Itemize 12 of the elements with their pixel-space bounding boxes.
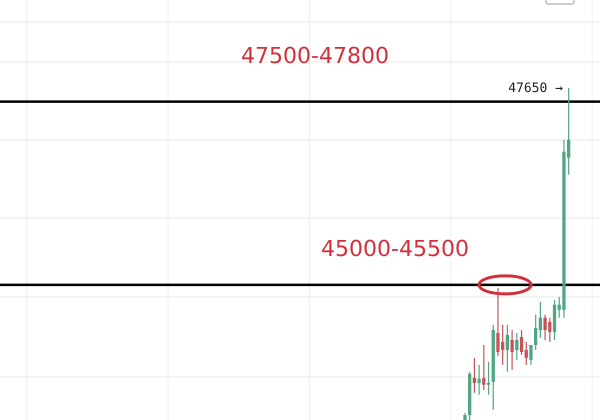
candlestick	[463, 413, 467, 420]
candlestick	[468, 372, 472, 420]
candlestick	[472, 358, 476, 393]
text: 47500-47800	[241, 44, 389, 69]
annotation: 45000-45500	[321, 237, 469, 262]
candlestick	[515, 333, 518, 360]
candlestick	[492, 324, 495, 410]
candlestick	[529, 344, 533, 365]
candlestick	[482, 344, 486, 390]
candlestick	[506, 324, 510, 372]
annotation: 47650 →	[508, 81, 564, 96]
candlestick	[477, 364, 481, 395]
